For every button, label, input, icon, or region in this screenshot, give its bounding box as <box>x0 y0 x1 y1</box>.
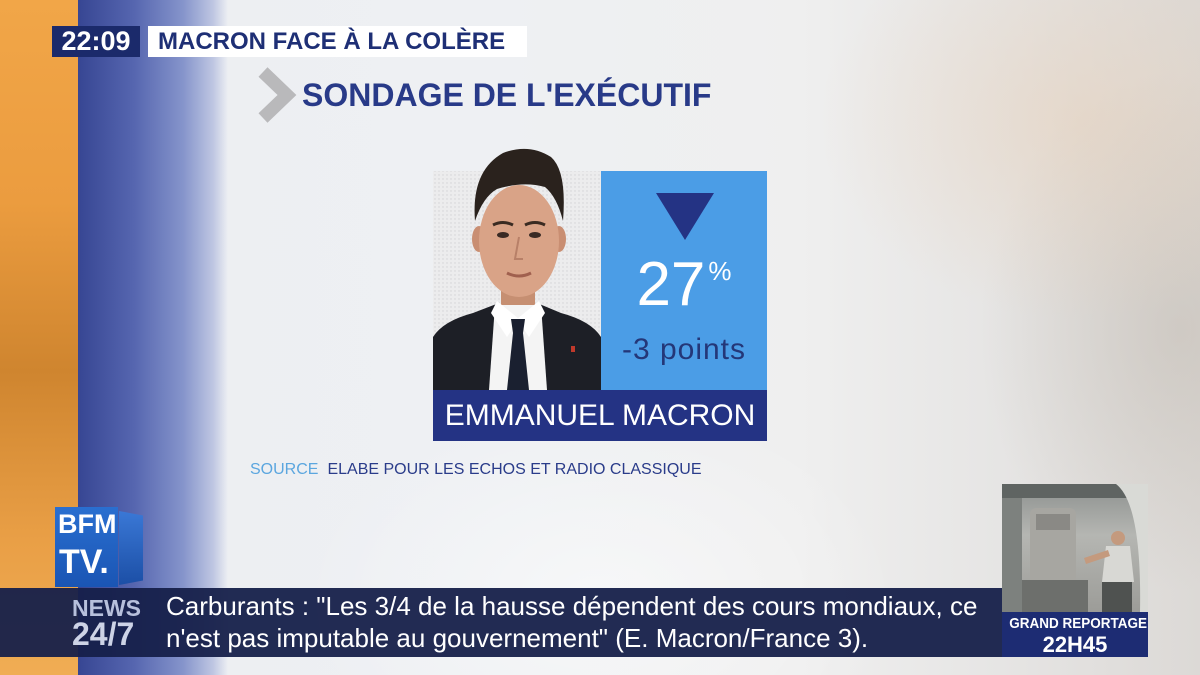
section-title: SONDAGE DE L'EXÉCUTIF <box>302 77 712 113</box>
chevron-right-icon <box>258 67 297 123</box>
poll-value-number: 27 <box>636 250 706 319</box>
logo-line-2: TV. <box>59 543 109 581</box>
poll-change: -3 points <box>621 333 747 366</box>
promo-time: 22H45 <box>1042 632 1108 657</box>
ticker-label-news: NEWS <box>72 595 141 621</box>
reportage-thumbnail-image <box>1002 484 1148 612</box>
logo-flip-edge <box>119 511 143 585</box>
source-label: SOURCE <box>250 461 319 478</box>
poll-value-unit: % <box>708 256 732 286</box>
channel-logo: BFM TV. <box>55 507 118 587</box>
source-line: SOURCE ELABE POUR LES ECHOS ET RADIO CLAS… <box>250 462 702 478</box>
poll-value: 27% <box>601 254 767 316</box>
clock: 22:09 <box>52 26 140 57</box>
promo-title: GRAND REPORTAGE <box>1009 615 1148 632</box>
name-banner: EMMANUEL MACRON <box>433 390 767 441</box>
headline-text: MACRON FACE À LA COLÈRE <box>158 27 506 55</box>
ticker-label-247: 24/7 <box>72 616 135 652</box>
reportage-thumbnail <box>1002 484 1148 612</box>
clock-time: 22:09 <box>61 26 131 56</box>
source-text: ELABE POUR LES ECHOS ET RADIO CLASSIQUE <box>327 461 702 478</box>
ticker-line: Carburants : "Les 3/4 de la hausse dépen… <box>166 591 978 621</box>
promo-box: GRAND REPORTAGE 22H45 <box>1002 612 1148 657</box>
ticker-line: n'est pas imputable au gouvernement" (E.… <box>166 623 869 653</box>
portrait-photo <box>433 148 601 390</box>
down-triangle-icon <box>656 193 714 240</box>
headline-banner: MACRON FACE À LA COLÈRE <box>148 26 527 57</box>
ticker-text: Carburants : "Les 3/4 de la hausse dépen… <box>166 590 977 654</box>
news-ticker <box>0 588 1148 657</box>
logo-line-1: BFM <box>58 509 117 539</box>
person-name: EMMANUEL MACRON <box>444 398 756 432</box>
